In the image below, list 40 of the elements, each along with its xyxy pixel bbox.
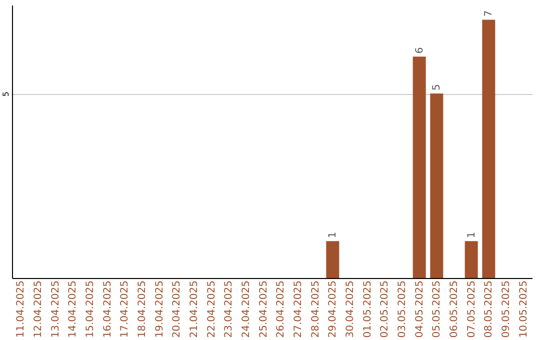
bar xyxy=(430,94,444,278)
data-label: 1 xyxy=(328,232,339,238)
x-tick-label: 10.05.2025 xyxy=(518,280,530,338)
bar xyxy=(412,56,426,278)
x-tick-label: 14.04.2025 xyxy=(68,280,79,338)
x-tick-label: 03.05.2025 xyxy=(397,280,408,338)
x-tick-label: 26.04.2025 xyxy=(276,280,287,338)
data-label: 6 xyxy=(414,47,426,54)
x-tick-label: 11.04.2025 xyxy=(16,280,27,338)
x-tick-label: 16.04.2025 xyxy=(102,280,114,338)
bar xyxy=(326,241,340,278)
data-label: 5 xyxy=(432,84,443,91)
x-tick-label: 15.04.2025 xyxy=(85,280,96,338)
x-tick-label: 08.05.2025 xyxy=(484,280,495,338)
x-tick-label: 09.05.2025 xyxy=(501,280,512,338)
x-tick-label: 18.04.2025 xyxy=(137,280,148,338)
x-tick-label: 05.05.2025 xyxy=(432,280,443,338)
data-label: 7 xyxy=(484,10,495,17)
x-tick-label: 07.05.2025 xyxy=(466,280,478,338)
x-tick-label: 22.04.2025 xyxy=(206,280,218,338)
x-tick-label: 30.04.2025 xyxy=(345,280,356,338)
x-tick-label: 20.04.2025 xyxy=(172,280,183,338)
x-tick-label: 19.04.2025 xyxy=(154,280,166,338)
x-tick-label: 12.04.2025 xyxy=(33,280,44,338)
x-tick-label: 04.05.2025 xyxy=(414,280,426,338)
x-tick-label: 21.04.2025 xyxy=(189,280,200,338)
x-tick-label: 17.04.2025 xyxy=(120,280,131,338)
bar xyxy=(482,20,496,278)
x-tick-label: 06.05.2025 xyxy=(449,280,460,338)
x-tick-label: 27.04.2025 xyxy=(293,280,304,338)
x-tick-label: 24.04.2025 xyxy=(241,280,252,338)
x-tick-label: 02.05.2025 xyxy=(380,280,391,338)
x-tick-label: 13.04.2025 xyxy=(50,280,62,338)
x-tick-label: 23.04.2025 xyxy=(224,280,235,338)
x-tick-label: 29.04.2025 xyxy=(328,280,339,338)
x-tick-label: 28.04.2025 xyxy=(310,280,322,338)
data-label: 1 xyxy=(466,232,478,238)
bar xyxy=(464,241,478,278)
x-tick-label: 01.05.2025 xyxy=(362,280,374,338)
x-tick-label: 25.04.2025 xyxy=(258,280,270,338)
